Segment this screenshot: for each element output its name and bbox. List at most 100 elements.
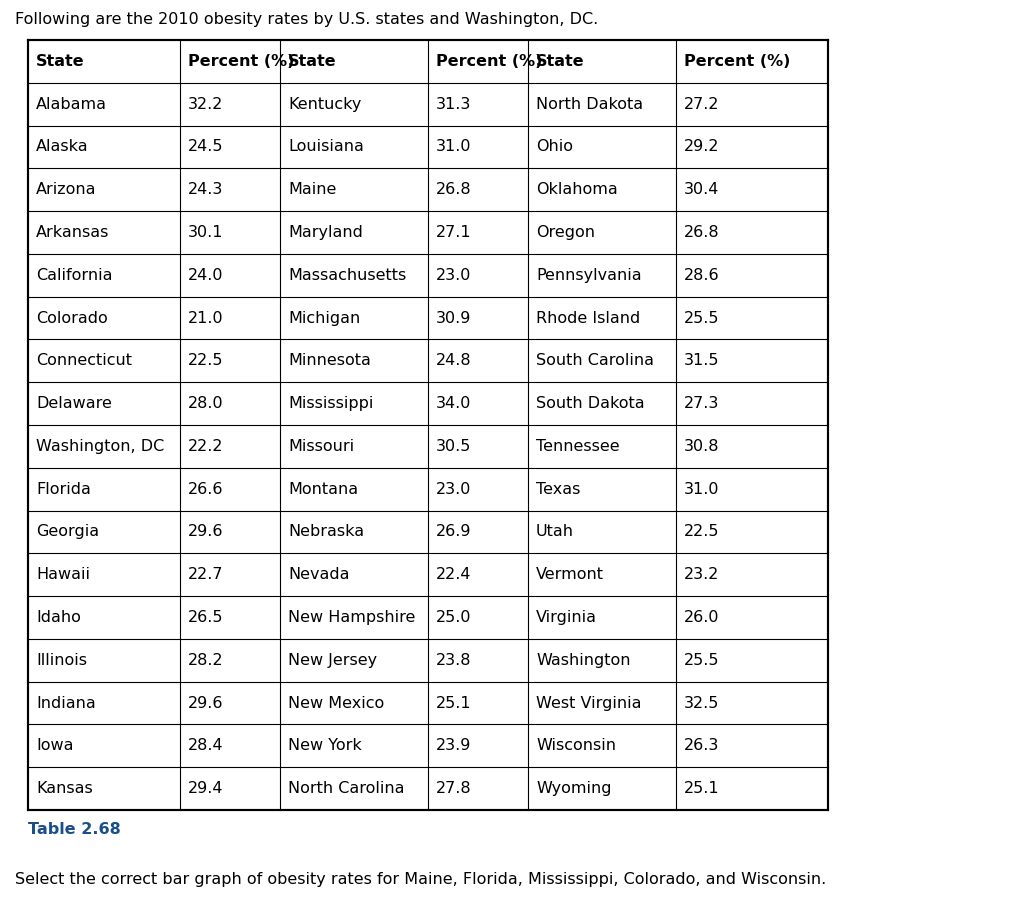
- Text: Following are the 2010 obesity rates by U.S. states and Washington, DC.: Following are the 2010 obesity rates by …: [15, 12, 598, 27]
- Text: Percent (%): Percent (%): [684, 54, 791, 69]
- Text: 31.5: 31.5: [684, 354, 720, 368]
- Text: 28.4: 28.4: [188, 739, 223, 753]
- Text: Idaho: Idaho: [36, 610, 81, 625]
- Text: 29.4: 29.4: [188, 781, 223, 796]
- Text: 23.9: 23.9: [436, 739, 471, 753]
- Text: 22.4: 22.4: [436, 568, 471, 582]
- Text: Oklahoma: Oklahoma: [536, 182, 617, 197]
- Text: Oregon: Oregon: [536, 225, 595, 240]
- Text: Delaware: Delaware: [36, 396, 112, 411]
- Text: Louisiana: Louisiana: [288, 140, 364, 154]
- Text: 34.0: 34.0: [436, 396, 471, 411]
- Text: 28.2: 28.2: [188, 653, 223, 668]
- Text: Rhode Island: Rhode Island: [536, 311, 640, 325]
- Text: Minnesota: Minnesota: [288, 354, 371, 368]
- Text: Vermont: Vermont: [536, 568, 604, 582]
- Text: Mississippi: Mississippi: [288, 396, 374, 411]
- Text: 24.8: 24.8: [436, 354, 472, 368]
- Text: Nebraska: Nebraska: [288, 525, 365, 539]
- Text: Pennsylvania: Pennsylvania: [536, 268, 642, 282]
- Text: South Dakota: South Dakota: [536, 396, 645, 411]
- Text: 27.8: 27.8: [436, 781, 472, 796]
- Text: 25.0: 25.0: [436, 610, 471, 625]
- Text: Colorado: Colorado: [36, 311, 108, 325]
- Text: 22.5: 22.5: [684, 525, 720, 539]
- Text: 25.1: 25.1: [684, 781, 720, 796]
- Text: 29.6: 29.6: [188, 696, 223, 710]
- Text: 30.9: 30.9: [436, 311, 471, 325]
- Text: Wyoming: Wyoming: [536, 781, 611, 796]
- Text: 24.5: 24.5: [188, 140, 223, 154]
- Text: New Hampshire: New Hampshire: [288, 610, 416, 625]
- Text: 32.2: 32.2: [188, 97, 223, 112]
- Text: Missouri: Missouri: [288, 439, 354, 454]
- Text: 31.0: 31.0: [436, 140, 471, 154]
- Text: 27.1: 27.1: [436, 225, 472, 240]
- Text: 26.8: 26.8: [684, 225, 720, 240]
- Text: North Carolina: North Carolina: [288, 781, 404, 796]
- Text: Washington, DC: Washington, DC: [36, 439, 164, 454]
- Text: Maryland: Maryland: [288, 225, 362, 240]
- Text: 23.2: 23.2: [684, 568, 720, 582]
- Text: Florida: Florida: [36, 482, 91, 496]
- Text: 25.5: 25.5: [684, 653, 720, 668]
- Text: State: State: [536, 54, 585, 69]
- Text: Texas: Texas: [536, 482, 581, 496]
- Text: State: State: [36, 54, 85, 69]
- Text: 28.6: 28.6: [684, 268, 720, 282]
- Text: Virginia: Virginia: [536, 610, 597, 625]
- Text: Maine: Maine: [288, 182, 336, 197]
- Text: 21.0: 21.0: [188, 311, 223, 325]
- Text: Alabama: Alabama: [36, 97, 106, 112]
- Text: Utah: Utah: [536, 525, 574, 539]
- Text: 25.5: 25.5: [684, 311, 720, 325]
- Text: 27.2: 27.2: [684, 97, 720, 112]
- Text: 23.0: 23.0: [436, 268, 471, 282]
- Text: 23.8: 23.8: [436, 653, 471, 668]
- Text: Table 2.68: Table 2.68: [28, 822, 121, 837]
- Text: Georgia: Georgia: [36, 525, 99, 539]
- Text: West Virginia: West Virginia: [536, 696, 641, 710]
- Text: 22.7: 22.7: [188, 568, 223, 582]
- Text: South Carolina: South Carolina: [536, 354, 654, 368]
- Text: 29.6: 29.6: [188, 525, 223, 539]
- Text: 25.1: 25.1: [436, 696, 472, 710]
- Text: Connecticut: Connecticut: [36, 354, 132, 368]
- Text: Tennessee: Tennessee: [536, 439, 620, 454]
- Text: Ohio: Ohio: [536, 140, 573, 154]
- Text: 31.0: 31.0: [684, 482, 720, 496]
- Text: Alaska: Alaska: [36, 140, 89, 154]
- Text: Percent (%): Percent (%): [188, 54, 294, 69]
- Text: 24.0: 24.0: [188, 268, 223, 282]
- Text: North Dakota: North Dakota: [536, 97, 643, 112]
- Text: Montana: Montana: [288, 482, 358, 496]
- Text: 26.0: 26.0: [684, 610, 720, 625]
- Text: California: California: [36, 268, 113, 282]
- Text: 30.4: 30.4: [684, 182, 720, 197]
- Text: 26.5: 26.5: [188, 610, 223, 625]
- Text: Arizona: Arizona: [36, 182, 96, 197]
- Text: 23.0: 23.0: [436, 482, 471, 496]
- Text: 26.3: 26.3: [684, 739, 720, 753]
- Text: 32.5: 32.5: [684, 696, 720, 710]
- Text: New York: New York: [288, 739, 361, 753]
- Text: Washington: Washington: [536, 653, 631, 668]
- Text: State: State: [288, 54, 337, 69]
- Text: 28.0: 28.0: [188, 396, 223, 411]
- Bar: [28, 40, 828, 810]
- Text: 26.6: 26.6: [188, 482, 223, 496]
- Text: Hawaii: Hawaii: [36, 568, 90, 582]
- Text: 30.8: 30.8: [684, 439, 720, 454]
- Text: 29.2: 29.2: [684, 140, 720, 154]
- Text: 22.5: 22.5: [188, 354, 223, 368]
- Text: New Mexico: New Mexico: [288, 696, 384, 710]
- Text: Indiana: Indiana: [36, 696, 96, 710]
- Text: Kentucky: Kentucky: [288, 97, 361, 112]
- Text: 22.2: 22.2: [188, 439, 223, 454]
- Text: Arkansas: Arkansas: [36, 225, 110, 240]
- Text: New Jersey: New Jersey: [288, 653, 377, 668]
- Text: 31.3: 31.3: [436, 97, 471, 112]
- Text: Massachusetts: Massachusetts: [288, 268, 407, 282]
- Text: 30.1: 30.1: [188, 225, 223, 240]
- Text: Percent (%): Percent (%): [436, 54, 543, 69]
